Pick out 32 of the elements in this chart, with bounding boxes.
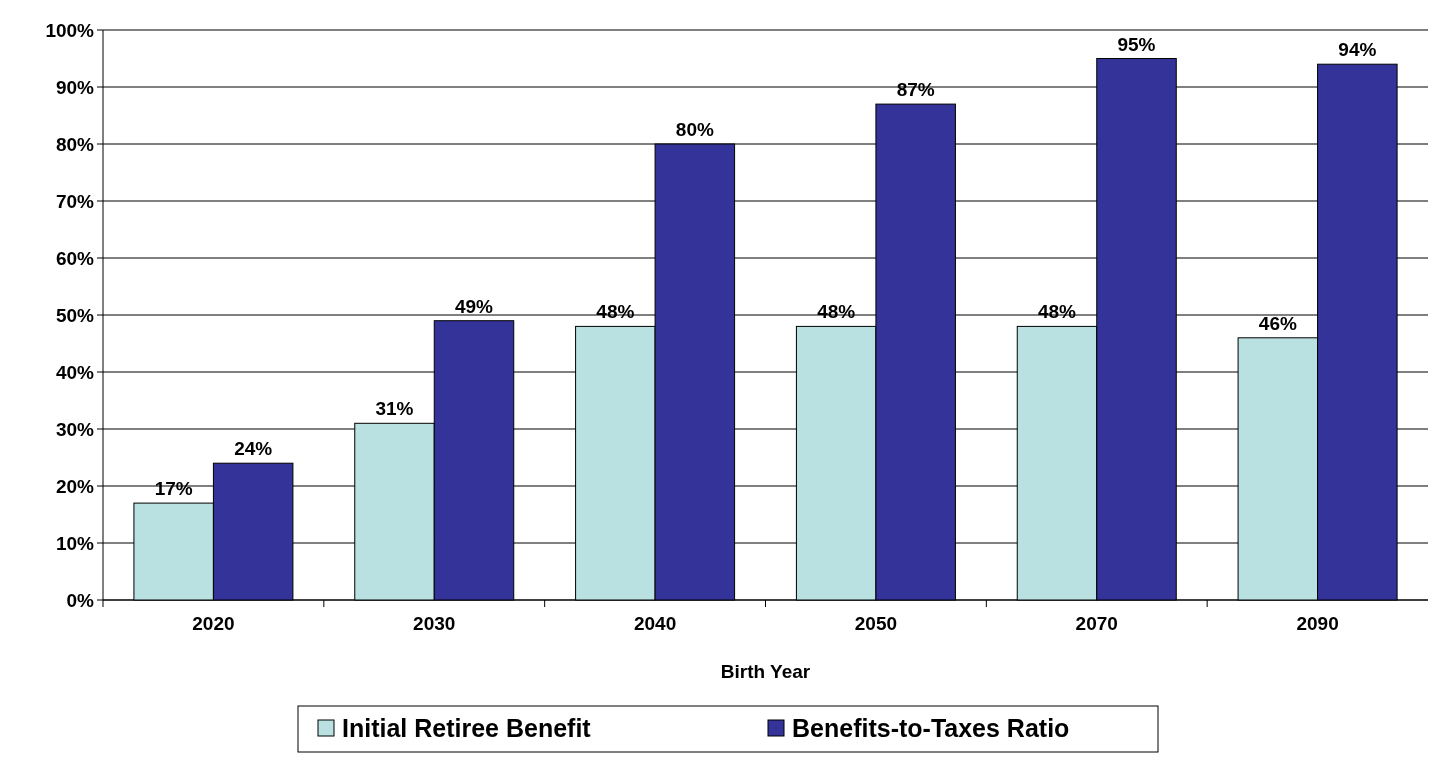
- y-tick-label: 100%: [45, 19, 95, 41]
- data-label: 49%: [454, 295, 494, 317]
- x-tick-label: 2020: [192, 613, 235, 634]
- data-label: 48%: [1037, 301, 1077, 323]
- legend-label: Benefits-to-Taxes Ratio: [792, 713, 1070, 742]
- y-tick-label: 40%: [55, 361, 95, 383]
- legend-label: Initial Retiree Benefit: [342, 713, 592, 742]
- data-label: 46%: [1258, 312, 1297, 334]
- y-tick-label: 10%: [55, 532, 95, 554]
- y-tick-label: 90%: [55, 76, 95, 98]
- x-tick-label: 2030: [413, 613, 456, 634]
- y-tick-label: 60%: [55, 247, 95, 269]
- data-label: 95%: [1117, 33, 1156, 55]
- x-tick-label: 2050: [854, 613, 898, 634]
- y-tick-label: 0%: [66, 589, 95, 611]
- data-label: 80%: [675, 119, 714, 140]
- data-label: 48%: [817, 301, 856, 323]
- x-axis-title: Birth Year: [720, 661, 811, 682]
- data-label: 87%: [896, 79, 935, 101]
- data-label: 31%: [375, 398, 414, 420]
- data-label: 24%: [234, 438, 273, 460]
- y-tick-label: 50%: [55, 304, 95, 326]
- y-tick-label: 70%: [55, 190, 95, 212]
- x-tick-label: 2040: [633, 613, 677, 634]
- x-tick-label: 2070: [1075, 613, 1118, 634]
- x-tick-label: 2090: [1296, 613, 1339, 634]
- data-label: 17%: [154, 478, 193, 500]
- data-label: 48%: [596, 301, 635, 323]
- data-label: 94%: [1338, 39, 1377, 61]
- y-tick-label: 20%: [55, 475, 95, 497]
- y-tick-label: 30%: [55, 418, 95, 440]
- y-tick-label: 80%: [55, 133, 95, 155]
